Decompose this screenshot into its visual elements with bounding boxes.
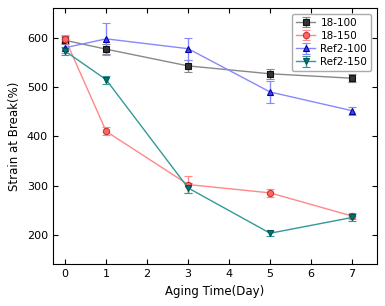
Legend: 18-100, 18-150, Ref2-100, Ref2-150: 18-100, 18-150, Ref2-100, Ref2-150 (292, 13, 372, 71)
X-axis label: Aging Time(Day): Aging Time(Day) (165, 285, 264, 298)
Y-axis label: Strain at Break(%): Strain at Break(%) (8, 82, 21, 191)
